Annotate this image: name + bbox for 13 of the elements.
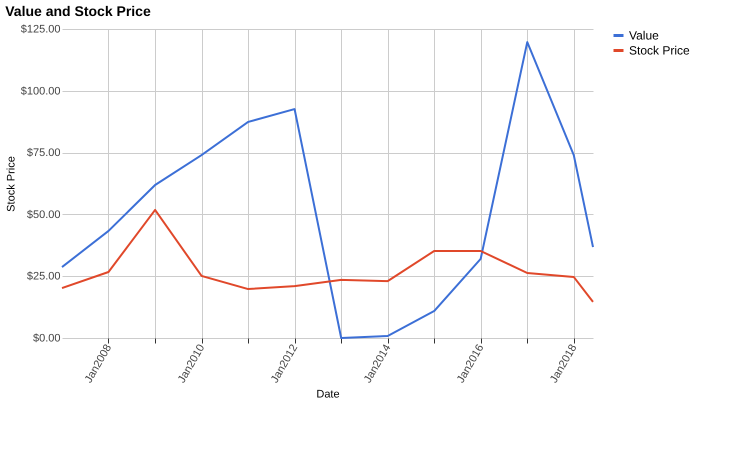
x-axis-title: Date (316, 388, 340, 401)
y-tick-label: $0.00 (32, 332, 60, 344)
legend-label: Value (629, 28, 660, 42)
chart-title: Value and Stock Price (5, 3, 151, 19)
y-tick-label: $75.00 (26, 147, 60, 160)
y-tick-label: $25.00 (26, 270, 60, 283)
y-tick-label: $125.00 (20, 24, 60, 36)
y-tick-label: $50.00 (26, 208, 60, 221)
line-series (61, 208, 594, 303)
y-tick-label: $100.00 (20, 85, 60, 98)
line-series (61, 41, 594, 339)
y-axis-title: Stock Price (6, 156, 18, 212)
legend-label: Stock Price (629, 44, 690, 58)
